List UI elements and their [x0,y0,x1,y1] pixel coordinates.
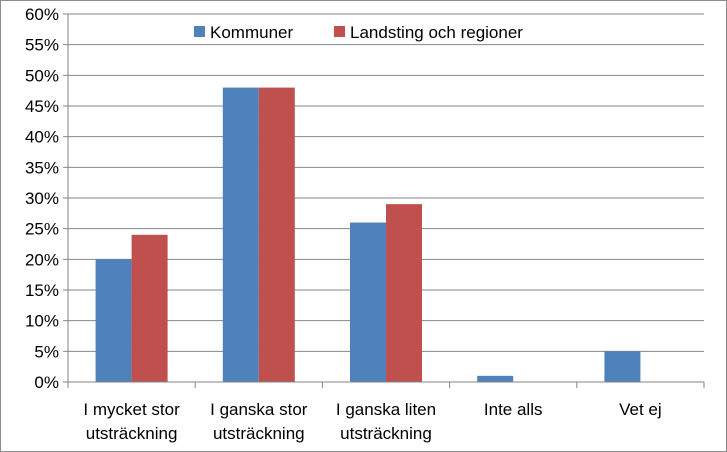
y-tick-label: 40% [25,128,59,147]
bar-kommuner-1 [222,87,259,382]
x-category-label: utsträckning [213,424,305,443]
legend-swatch [334,26,345,37]
x-category-label: Vet ej [619,400,662,419]
y-tick-label: 55% [25,36,59,55]
x-category-label: Inte alls [484,400,543,419]
y-tick-label: 35% [25,158,59,177]
y-tick-label: 45% [25,97,59,116]
axes [67,14,705,388]
bars [95,87,641,382]
x-category-label: I ganska liten [336,400,436,419]
bar-kommuner-3 [477,375,514,382]
bar-kommuner-4 [604,351,641,382]
bar-landsting-0 [131,234,168,382]
x-category-label: utsträckning [86,424,178,443]
x-category-label: I ganska stor [210,400,308,419]
bar-kommuner-2 [350,222,386,382]
bar-landsting-1 [258,87,295,382]
y-tick-label: 15% [25,281,59,300]
y-tick-label: 30% [25,189,59,208]
bar-kommuner-0 [95,259,132,382]
bar-landsting-2 [386,204,422,382]
legend-label: Landsting och regioner [350,23,523,42]
y-tick-label: 0% [34,373,59,392]
y-tick-label: 50% [25,66,59,85]
legend-swatch [194,26,205,37]
y-tick-label: 5% [34,342,59,361]
y-tick-label: 60% [25,5,59,24]
x-category-label: I mycket stor [83,400,180,419]
y-axis-ticks: 0% 5% 10% 15% 20% 25% 30% 35% 40% 45% 50% 55% 60% [25,5,68,392]
legend-label: Kommuner [210,23,293,42]
y-tick-label: 25% [25,220,59,239]
x-axis-labels: I mycket stor utsträckning I ganska stor ut… [83,400,661,443]
gridlines [68,13,704,352]
y-tick-label: 10% [25,312,59,331]
x-category-label: utsträckning [340,424,432,443]
legend: Kommuner Landsting och regioner [194,23,523,42]
y-tick-label: 20% [25,250,59,269]
